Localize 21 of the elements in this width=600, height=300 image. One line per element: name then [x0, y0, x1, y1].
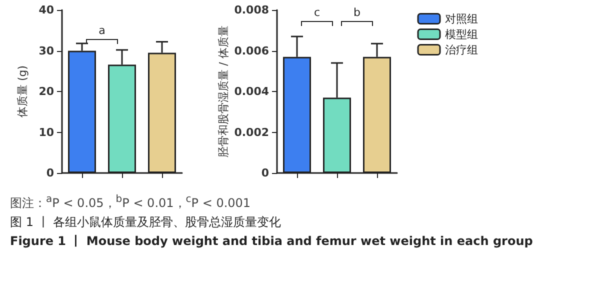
caption: Figure 1 丨 Mouse body weight and tibia and femur wet weight in each group	[10, 233, 534, 250]
y-axis-title: 胫骨和股骨湿质量 / 体质量	[217, 26, 230, 158]
y-tick-label: 10	[38, 126, 54, 139]
legend-label: 治疗组	[445, 43, 478, 56]
y-tick-label: 0.008	[234, 4, 269, 16]
caption: 图 1 丨 各组小鼠体质量及胫骨、股骨总湿质量变化	[10, 214, 282, 231]
y-tick-label: 0	[46, 166, 54, 180]
y-tick-label: 0.006	[234, 44, 270, 58]
legend-label: 模型组	[445, 28, 478, 41]
legend-label: 对照组	[445, 12, 478, 26]
annotation: b	[352, 6, 362, 20]
y-tick-label: 40	[38, 4, 54, 16]
text: 图注：$^{a}$P < 0.05，$^{b}$P < 0.01，$^{c}$P < 0.001	[10, 193, 252, 212]
annotation: a	[98, 24, 106, 38]
y-axis-title: 体质量 (g)	[16, 65, 29, 118]
y-tick-label: 30	[38, 44, 54, 58]
y-tick-label: 0.002	[234, 126, 269, 139]
y-tick-label: 20	[38, 85, 54, 98]
y-tick-label: 0	[261, 166, 270, 180]
y-tick-label: 0.004	[234, 85, 270, 98]
annotation: c	[312, 6, 322, 20]
